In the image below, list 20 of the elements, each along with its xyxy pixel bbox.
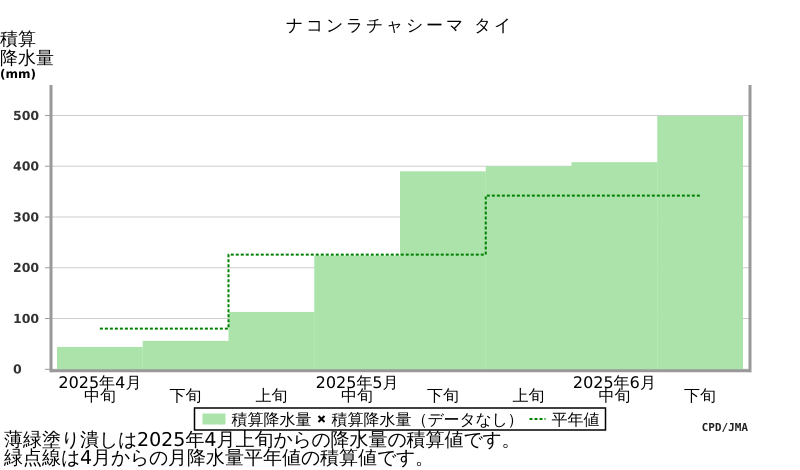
y-tick-label: 100 — [13, 310, 40, 326]
legend-label: 積算降水量 — [232, 410, 312, 429]
y-tick-label: 500 — [13, 108, 40, 123]
legend-label: 積算降水量（データなし） — [332, 410, 524, 429]
legend-label: 平年値 — [552, 410, 600, 429]
x-tick-label: 2025年5月中旬 — [316, 373, 399, 405]
x-tick-label: 下旬 — [170, 386, 202, 405]
y-tick-label: 200 — [13, 260, 40, 276]
x-tick-label: 2025年4月中旬 — [58, 373, 142, 405]
x-tick-label: 上旬 — [255, 386, 288, 405]
x-tick-label: 下旬 — [426, 386, 459, 405]
y-tick-label: 0 — [13, 362, 22, 377]
x-tick-label: 上旬 — [512, 386, 545, 405]
x-tick-label: 2025年6月中旬 — [572, 373, 656, 405]
y-tick-label: 300 — [13, 209, 40, 224]
x-tick-label: 下旬 — [684, 386, 716, 405]
chart-title: ナコンラチャシーマ タイ — [286, 16, 514, 36]
y-axis-title: 積算降水量(mm) — [0, 29, 54, 81]
text: CPD/JMA — [702, 421, 748, 434]
y-tick-label: 400 — [13, 158, 40, 174]
